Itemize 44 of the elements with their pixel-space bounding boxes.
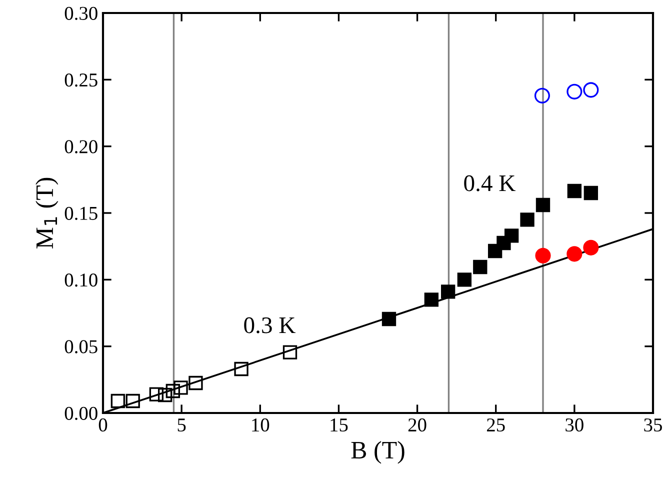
point [174, 380, 188, 395]
point [149, 387, 164, 402]
point [234, 362, 248, 376]
annotation: 0.4 K [464, 175, 516, 192]
x-tick-label: 30 [566, 418, 584, 432]
point [424, 292, 439, 307]
point [536, 198, 550, 212]
point [188, 376, 203, 390]
x-tick-label: 35 [644, 418, 662, 432]
point [457, 272, 472, 287]
x-tick-label: 20 [408, 418, 426, 432]
y-tick-label: 0.05 [64, 340, 98, 354]
point [566, 246, 582, 262]
point [520, 212, 534, 227]
y-tick-label: 0.30 [64, 6, 98, 20]
x-tick-label: 10 [252, 418, 270, 432]
point [584, 186, 598, 200]
point [382, 312, 396, 326]
point [282, 345, 298, 360]
point [441, 284, 456, 299]
point [126, 394, 140, 408]
point [504, 228, 519, 243]
x-tick-label: 0 [98, 418, 108, 432]
point [566, 84, 582, 100]
point [110, 394, 126, 408]
point [166, 384, 180, 398]
x-axis-title: B (T) [351, 441, 404, 464]
point [567, 184, 582, 198]
y-tick-label: 0.00 [64, 406, 98, 420]
point [535, 248, 551, 264]
y-tick-label: 0.10 [64, 273, 98, 287]
point [583, 82, 599, 98]
point [583, 240, 599, 256]
point [473, 260, 488, 274]
y-tick-label: 0.15 [64, 206, 98, 220]
y-axis-title: M$_{1}$ (T) [36, 178, 58, 249]
point [534, 88, 550, 104]
y-tick-label: 0.25 [64, 73, 98, 87]
x-tick-label: 15 [330, 418, 348, 432]
y-tick-label: 0.20 [64, 140, 98, 154]
x-tick-label: 5 [178, 418, 186, 432]
point [158, 388, 172, 402]
annotation: 0.3 K [244, 317, 296, 334]
x-tick-label: 25 [486, 418, 505, 432]
